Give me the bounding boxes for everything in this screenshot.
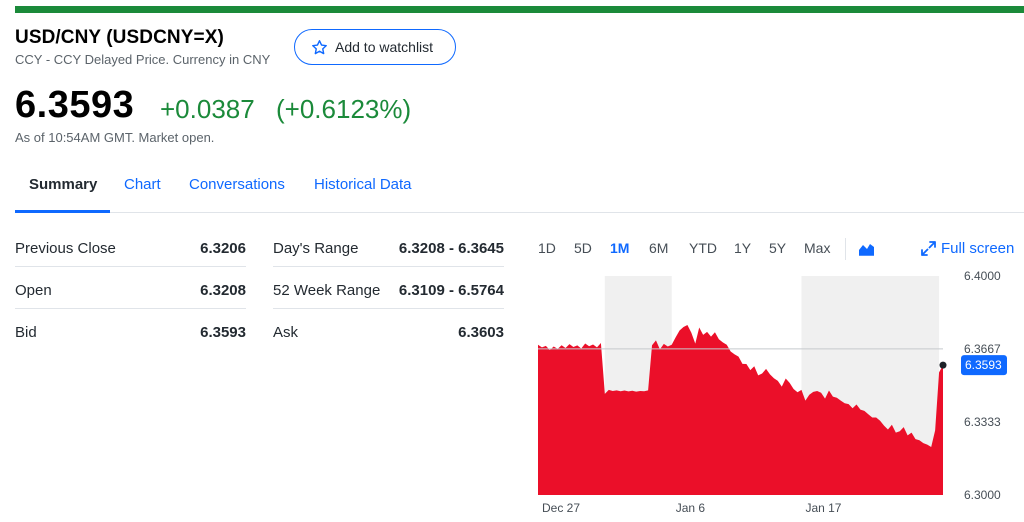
stat-label: Ask [273,324,299,341]
stat-value: 6.3109 - 6.5764 [398,282,504,299]
tab-historical-data[interactable]: Historical Data [314,176,412,193]
expand-icon [921,241,936,256]
range-1y[interactable]: 1Y [734,240,752,256]
quote-tabs: Summary Chart Conversations Historical D… [15,168,1024,214]
price-change: +0.0387 [160,94,255,124]
range-6m[interactable]: 6M [649,240,669,256]
stat-label: Open [15,282,52,299]
y-tick-label: 6.3333 [964,415,1001,429]
quote-subtitle: CCY - CCY Delayed Price. Currency in CNY [15,52,271,67]
top-accent-bar [15,6,1024,13]
y-tick-label: 6.4000 [964,269,1001,283]
x-tick-label: Dec 27 [542,501,580,515]
row-divider [15,266,246,267]
y-tick-label: 6.3000 [964,488,1001,502]
watchlist-label: Add to watchlist [335,39,434,55]
tab-conversations[interactable]: Conversations [189,176,285,193]
stat-row-open: Open 6.3208 [15,268,246,309]
tab-chart[interactable]: Chart [124,176,161,193]
range-5d[interactable]: 5D [574,240,592,256]
stat-label: Previous Close [15,240,116,257]
stat-value: 6.3208 [200,282,246,299]
row-divider [15,308,246,309]
row-divider [273,266,504,267]
row-divider [273,308,504,309]
stat-label: Day's Range [273,240,359,257]
range-max[interactable]: Max [804,240,831,256]
current-value-badge [961,355,1007,376]
stat-row-days-range: Day's Range 6.3208 - 6.3645 [273,226,504,267]
stat-row-52-week-range: 52 Week Range 6.3109 - 6.5764 [273,268,504,309]
stat-value: 6.3206 [200,240,246,257]
stat-row-ask: Ask 6.3603 [273,310,504,351]
stat-value: 6.3208 - 6.3645 [398,240,504,257]
y-tick-label: 6.3667 [964,342,1001,356]
full-screen-button[interactable]: Full screen [921,240,1014,257]
area-chart-icon[interactable] [858,241,875,256]
price-area [538,325,943,495]
stat-value: 6.3603 [458,324,504,341]
current-value-label: 6.3593 [965,358,1002,372]
tabs-divider [15,212,1024,213]
active-tab-indicator [15,210,110,213]
tab-summary[interactable]: Summary [29,176,98,193]
range-divider [845,238,846,260]
quote-title: USD/CNY (USDCNY=X) [15,27,224,48]
range-1d[interactable]: 1D [538,240,556,256]
range-5y[interactable]: 5Y [769,240,787,256]
stat-row-previous-close: Previous Close 6.3206 [15,226,246,267]
star-icon [312,39,327,54]
current-price: 6.3593 [15,84,135,126]
stat-label: 52 Week Range [273,282,381,299]
x-tick-label: Jan 6 [676,501,706,515]
current-value-dot [939,361,947,369]
range-1m[interactable]: 1M [610,240,630,256]
stat-value: 6.3593 [200,324,246,341]
range-ytd[interactable]: YTD [689,240,717,256]
x-tick-label: Jan 17 [805,501,841,515]
stat-row-bid: Bid 6.3593 [15,310,246,351]
stat-label: Bid [15,324,37,341]
full-screen-label: Full screen [941,240,1015,257]
as-of-timestamp: As of 10:54AM GMT. Market open. [15,130,215,145]
add-to-watchlist-button[interactable]: Add to watchlist [294,29,456,65]
price-change-percent: (+0.6123%) [276,94,412,124]
price-chart[interactable]: 6.4000 6.3667 6.3333 6.3000 Dec 27 Jan 6 Jan 1… [520,262,1020,522]
